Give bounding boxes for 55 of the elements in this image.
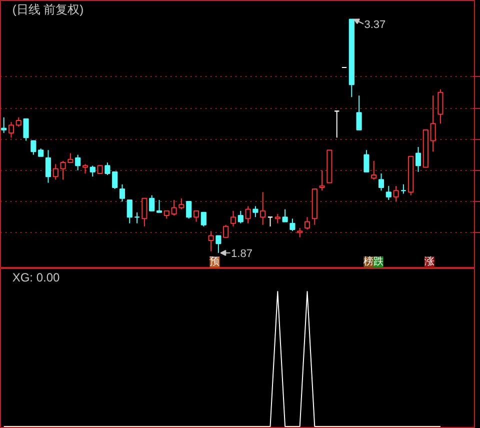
candlestick (216, 235, 222, 254)
candlestick (1, 116, 7, 134)
candlestick (193, 210, 200, 222)
candlestick (378, 172, 384, 192)
candlestick (156, 199, 162, 213)
candlestick (104, 162, 110, 176)
candlestick (126, 199, 132, 224)
candlestick (16, 116, 22, 128)
candlestick (364, 150, 370, 172)
annotation: 榜 (364, 256, 374, 268)
candlestick (319, 170, 325, 192)
candlestick (230, 210, 236, 227)
candlestick (186, 201, 192, 220)
candlestick (267, 216, 274, 227)
candlestick (119, 184, 126, 202)
annotation: 预 (210, 256, 220, 268)
candlestick (223, 224, 229, 238)
candlestick (245, 206, 251, 224)
candlestick (200, 212, 206, 227)
candlestick (23, 118, 29, 142)
candlestick (252, 206, 258, 218)
candlestick (8, 122, 14, 138)
candlestick (149, 194, 155, 212)
candlestick (238, 210, 244, 224)
candlestick (82, 164, 88, 174)
candlestick (356, 95, 362, 130)
candlestick (304, 216, 310, 230)
candlestick (282, 208, 288, 222)
candlestick (260, 192, 266, 226)
candlestick (371, 160, 377, 180)
annotation: 3.37 (364, 18, 386, 31)
candlestick (90, 165, 96, 178)
chart-title: (日线 前复权) (12, 2, 84, 16)
annotation: 1.87 (231, 248, 252, 260)
candlestick (393, 185, 399, 202)
candlestick (297, 227, 303, 238)
candlestick (68, 152, 74, 164)
candlestick (400, 184, 406, 194)
candlestick (112, 171, 118, 190)
candlestick (134, 212, 140, 224)
candlestick (438, 88, 444, 124)
candlestick (415, 146, 422, 172)
candlestick (30, 140, 36, 156)
candlestick (208, 230, 214, 252)
candlestick (75, 154, 81, 171)
annotation: 涨 (424, 256, 434, 268)
annotation: 跌 (373, 256, 384, 268)
chart-title: XG: 0.00 (12, 270, 60, 284)
candlestick (142, 198, 148, 227)
candlestick (45, 150, 52, 184)
candlestick (386, 185, 392, 200)
candlestick (334, 110, 340, 138)
candlestick (274, 213, 280, 224)
candlestick (290, 218, 296, 232)
candlestick (430, 95, 436, 152)
